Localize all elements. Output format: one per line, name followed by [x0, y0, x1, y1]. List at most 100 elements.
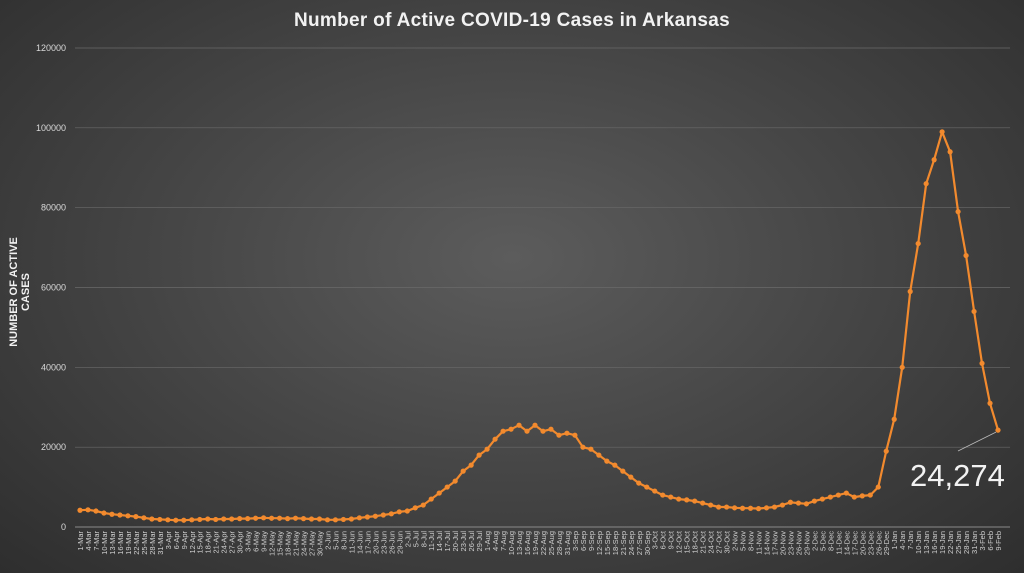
x-tick-label: 18-Oct	[691, 530, 700, 553]
x-tick-label: 29-Nov	[802, 531, 811, 555]
data-point	[620, 468, 626, 474]
data-point	[316, 516, 323, 522]
data-point	[835, 492, 841, 498]
data-point	[979, 360, 985, 366]
data-point	[444, 484, 450, 490]
x-tick-label: 12-Apr	[188, 531, 197, 554]
data-point	[676, 496, 682, 502]
x-tick-label: 27-May	[307, 531, 316, 556]
x-tick-label: 8-Jun	[339, 531, 348, 550]
x-tick-label: 31-Mar	[156, 531, 165, 555]
y-tick-label: 100000	[36, 123, 66, 133]
data-point	[867, 492, 873, 498]
data-point	[995, 427, 1001, 433]
x-tick-label: 6-Feb	[986, 531, 995, 551]
data-point	[380, 512, 386, 518]
x-tick-label: 17-Dec	[850, 531, 859, 555]
x-tick-label: 15-May	[276, 531, 285, 556]
data-point	[644, 484, 650, 490]
x-tick-label: 18-May	[284, 531, 293, 556]
data-point	[843, 490, 849, 496]
x-tick-label: 1-Aug	[483, 531, 492, 551]
data-point	[827, 494, 833, 500]
data-point	[149, 516, 155, 522]
x-tick-label: 23-Jun	[379, 531, 388, 554]
data-point	[532, 422, 538, 428]
x-tick-label: 8-Dec	[826, 531, 835, 551]
x-tick-label: 4-Aug	[491, 531, 500, 551]
x-tick-label: 24-Apr	[220, 531, 229, 554]
x-tick-label: 2-Nov	[731, 531, 740, 551]
x-tick-label: 19-Aug	[531, 531, 540, 555]
data-point	[221, 516, 227, 522]
x-tick-label: 29-Jun	[395, 531, 404, 554]
data-point	[237, 516, 243, 522]
data-point	[755, 506, 762, 512]
data-point	[628, 474, 634, 480]
data-point	[604, 458, 610, 464]
data-point	[660, 492, 666, 498]
data-point	[229, 516, 235, 522]
data-point	[141, 515, 147, 521]
x-tick-label: 17-Jun	[363, 531, 372, 554]
x-tick-label: 30-May	[315, 531, 324, 556]
x-tick-label: 23-Jul	[459, 531, 468, 552]
x-tick-label: 17-Nov	[770, 531, 779, 555]
data-point	[412, 505, 418, 511]
data-point	[460, 468, 466, 474]
x-tick-label: 3-Feb	[978, 531, 987, 551]
x-tick-label: 2-Jun	[323, 531, 332, 550]
data-point	[859, 493, 865, 499]
data-point	[436, 490, 442, 496]
data-point	[787, 499, 794, 505]
y-tick-label: 80000	[41, 203, 66, 213]
x-tick-label: 16-Jan	[930, 531, 939, 554]
data-point	[348, 516, 355, 522]
data-point	[253, 515, 259, 521]
data-point	[516, 422, 522, 428]
data-point	[652, 488, 658, 494]
data-point	[500, 428, 506, 434]
data-point	[811, 498, 818, 504]
data-point	[452, 478, 458, 484]
data-point	[692, 498, 698, 504]
data-point	[276, 515, 283, 521]
x-tick-label: 25-Aug	[547, 531, 556, 555]
x-tick-label: 31-Jan	[970, 531, 979, 554]
x-tick-label: 26-Dec	[874, 531, 883, 555]
data-point	[923, 181, 929, 187]
x-tick-label: 25-Mar	[140, 531, 149, 555]
x-tick-label: 11-Nov	[755, 531, 764, 555]
data-point	[85, 507, 91, 513]
data-point	[420, 502, 426, 508]
x-tick-label: 3-Apr	[164, 531, 173, 550]
data-point	[125, 513, 131, 519]
data-point	[795, 500, 802, 506]
data-point	[101, 510, 107, 516]
x-tick-label: 3-May	[244, 531, 253, 552]
x-tick-label: 22-Aug	[539, 531, 548, 555]
data-point	[356, 515, 362, 521]
x-tick-label: 6-Apr	[172, 531, 181, 550]
x-tick-label: 6-May	[252, 531, 261, 552]
data-point	[851, 494, 857, 500]
x-tick-label: 13-Mar	[108, 531, 117, 555]
data-point	[955, 209, 961, 215]
data-point	[612, 462, 618, 468]
x-tick-label: 31-Aug	[563, 531, 572, 555]
data-point	[324, 517, 331, 523]
x-tick-label: 12-Sep	[595, 531, 604, 555]
x-tick-label: 21-Sep	[619, 531, 628, 555]
data-point	[157, 516, 163, 523]
data-point	[197, 516, 203, 523]
data-point	[819, 496, 825, 502]
x-tick-label: 9-Sep	[587, 531, 596, 551]
data-point	[292, 515, 299, 521]
data-point	[739, 505, 746, 511]
data-point	[396, 509, 402, 515]
data-point	[540, 428, 546, 434]
data-point	[716, 504, 722, 510]
data-point	[580, 444, 586, 450]
data-point	[588, 446, 594, 452]
data-point	[731, 505, 738, 511]
